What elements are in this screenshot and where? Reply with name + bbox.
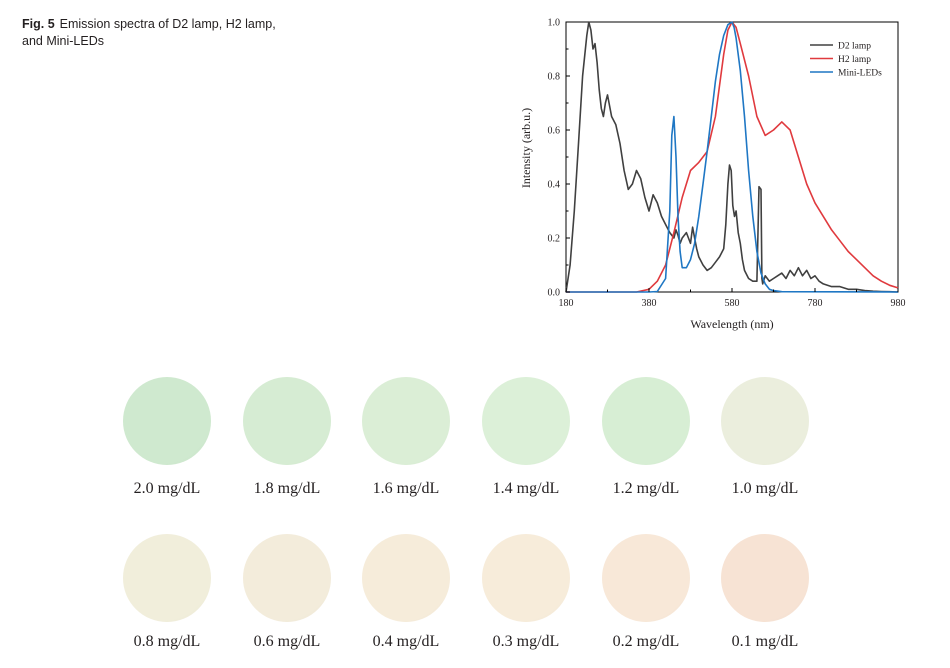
x-axis-label: Wavelength (nm)	[690, 317, 773, 331]
test-pad-swatch	[602, 377, 690, 465]
test-pad-swatch	[123, 534, 211, 622]
concentration-label: 0.2 mg/dL	[612, 633, 680, 650]
series-line-d2-lamp	[565, 21, 899, 293]
y-tick-label: 0.2	[548, 234, 561, 245]
y-tick-label: 1.0	[548, 18, 561, 29]
series-line-h2-lamp	[566, 21, 899, 293]
test-pad-swatch	[243, 377, 331, 465]
concentration-label: 0.4 mg/dL	[372, 633, 440, 650]
concentration-label: 2.0 mg/dL	[133, 480, 201, 497]
concentration-label: 1.0 mg/dL	[731, 480, 799, 497]
concentration-label: 0.3 mg/dL	[492, 633, 560, 650]
legend-label: Mini-LEDs	[838, 69, 882, 79]
concentration-label: 1.8 mg/dL	[253, 480, 321, 497]
concentration-label: 0.8 mg/dL	[133, 633, 201, 650]
concentration-label: 0.6 mg/dL	[253, 633, 321, 650]
test-pad-swatch	[721, 377, 809, 465]
test-pad-swatch	[602, 534, 690, 622]
test-pad-swatch	[123, 377, 211, 465]
figure-label: Fig. 5	[22, 17, 55, 31]
x-tick-label: 380	[642, 298, 657, 309]
figure-caption-text: Emission spectra of D2 lamp, H2 lamp, an…	[22, 17, 276, 48]
y-axis-label: Intensity (arb.u.)	[519, 108, 533, 188]
x-tick-label: 180	[559, 298, 574, 309]
concentration-label: 1.6 mg/dL	[372, 480, 440, 497]
concentration-label: 1.4 mg/dL	[492, 480, 560, 497]
test-pad-swatch	[482, 534, 570, 622]
x-tick-label: 780	[808, 298, 823, 309]
concentration-label: 1.2 mg/dL	[612, 480, 680, 497]
y-tick-label: 0.8	[548, 72, 561, 83]
figure-caption: Fig. 5 Emission spectra of D2 lamp, H2 la…	[22, 16, 282, 50]
emission-spectra-chart: 180 380 580 780 980 0.0 0.2 0.4 0.6 0.8 1.0 D2 lam…	[519, 18, 906, 332]
y-tick-label: 0.4	[548, 180, 561, 191]
test-pad-swatch	[243, 534, 331, 622]
y-tick-label: 0.6	[548, 126, 561, 137]
legend-label: D2 lamp	[838, 42, 871, 52]
test-pad-swatch	[362, 377, 450, 465]
test-pad-swatch	[721, 534, 809, 622]
y-tick-label: 0.0	[548, 288, 561, 299]
concentration-label: 0.1 mg/dL	[731, 633, 799, 650]
x-tick-label: 980	[891, 298, 906, 309]
x-tick-label: 580	[725, 298, 740, 309]
series-line-mini-leds	[566, 21, 899, 293]
test-pad-swatch	[482, 377, 570, 465]
test-pad-swatch	[362, 534, 450, 622]
legend-label: H2 lamp	[838, 55, 871, 65]
